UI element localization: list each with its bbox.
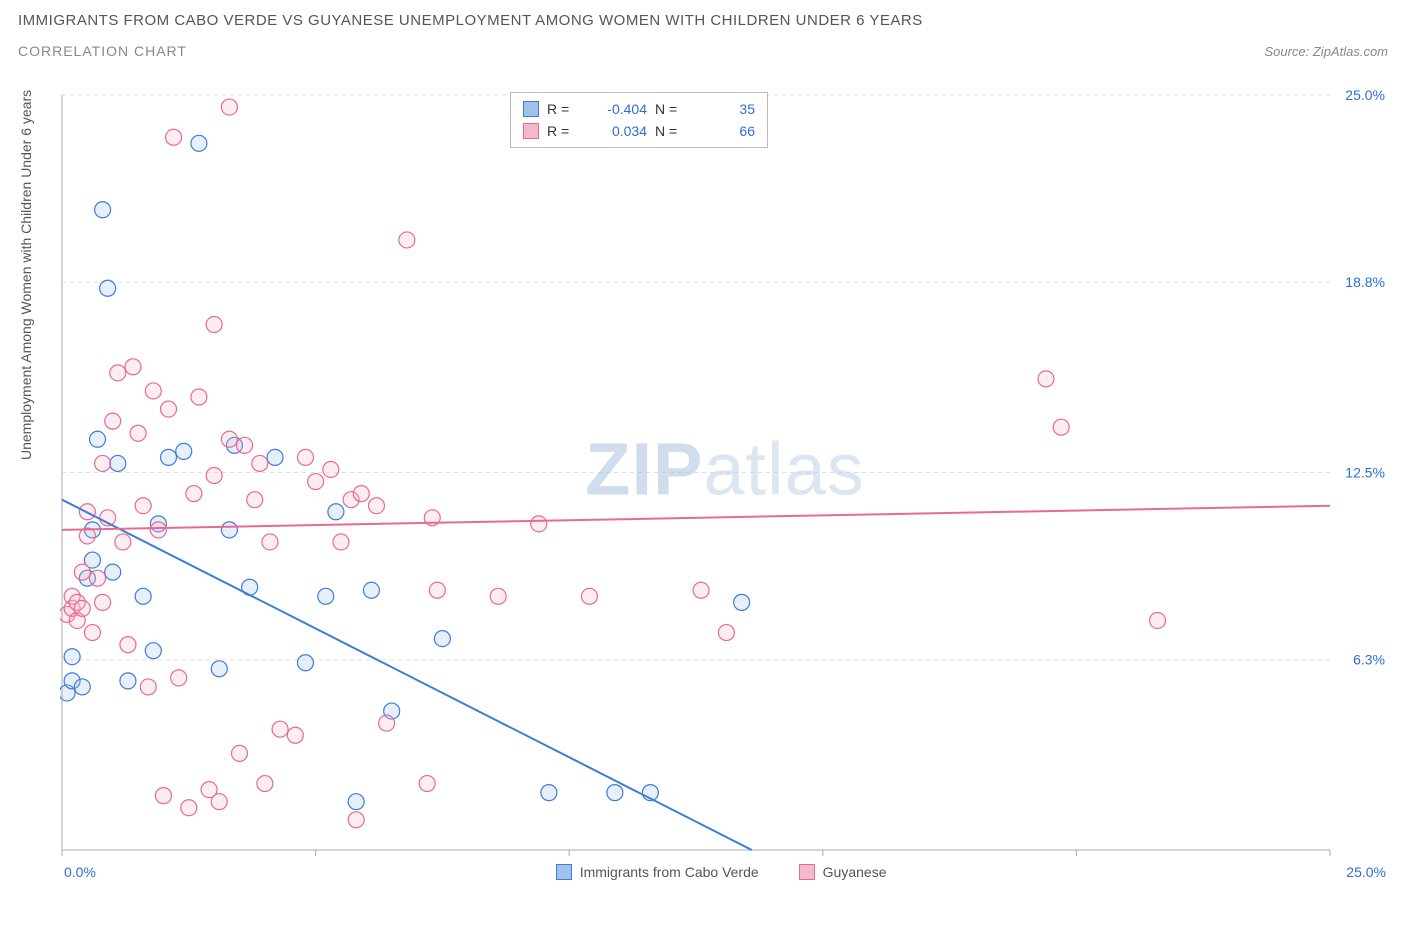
source-label: Source: ZipAtlas.com [1264,44,1388,59]
svg-text:12.5%: 12.5% [1345,465,1385,481]
legend-row: R = 0.034 N = 66 [523,120,755,142]
correlation-legend: R = -0.404 N = 35 R = 0.034 N = 66 [510,92,768,148]
legend-r-label: R = [547,101,579,117]
chart-subtitle: CORRELATION CHART [18,43,187,59]
chart-area: 6.3%12.5%18.8%25.0% ZIPatlas R = -0.404 … [60,90,1390,880]
legend-swatch-series1 [556,864,572,880]
legend-item-series1: Immigrants from Cabo Verde [556,864,759,880]
legend-n-label: N = [655,123,687,139]
x-axis-legend: 0.0% Immigrants from Cabo Verde Guyanese… [60,864,1390,880]
legend-r-value: 0.034 [587,123,647,139]
svg-text:6.3%: 6.3% [1353,652,1385,668]
legend-swatch-series2 [523,123,539,139]
legend-n-value: 66 [695,123,755,139]
legend-r-value: -0.404 [587,101,647,117]
legend-n-value: 35 [695,101,755,117]
y-axis-label: Unemployment Among Women with Children U… [18,90,34,460]
legend-swatch-series1 [523,101,539,117]
legend-label: Immigrants from Cabo Verde [580,864,759,880]
legend-row: R = -0.404 N = 35 [523,98,755,120]
legend-swatch-series2 [799,864,815,880]
scatter-plot: 6.3% 12.5% 18.8% 25.0% [60,90,1390,880]
x-axis-right-label: 25.0% [1346,864,1386,880]
chart-title: IMMIGRANTS FROM CABO VERDE VS GUYANESE U… [18,12,1388,29]
svg-text:18.8%: 18.8% [1345,274,1385,290]
legend-n-label: N = [655,101,687,117]
legend-r-label: R = [547,123,579,139]
x-axis-left-label: 0.0% [64,864,96,880]
svg-text:25.0%: 25.0% [1345,90,1385,103]
legend-label: Guyanese [823,864,887,880]
legend-item-series2: Guyanese [799,864,887,880]
